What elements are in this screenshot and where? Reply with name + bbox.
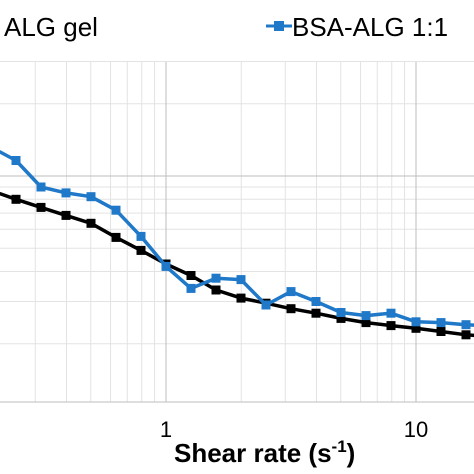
data-point-series-1	[461, 320, 471, 330]
data-point-series-1	[386, 308, 396, 318]
data-point-series-1	[286, 287, 296, 297]
data-point-series-0	[186, 271, 196, 280]
data-point-series-0	[461, 330, 471, 340]
data-point-series-1	[261, 300, 271, 310]
data-point-series-0	[361, 318, 371, 328]
series-line-0	[0, 191, 474, 338]
data-point-series-1	[36, 182, 46, 192]
data-point-series-1	[61, 188, 71, 198]
data-point-series-0	[411, 323, 421, 333]
x-tick-label: 1	[160, 417, 172, 442]
data-point-series-1	[86, 192, 96, 202]
data-point-series-1	[111, 205, 121, 215]
data-point-series-1	[236, 275, 246, 285]
data-point-series-0	[436, 327, 446, 336]
data-point-series-1	[361, 311, 371, 321]
data-point-series-0	[236, 293, 246, 303]
data-point-series-1	[136, 231, 146, 241]
x-axis-label: Shear rate (s-1)	[174, 437, 355, 468]
x-tick-labels: 1 10	[160, 417, 428, 442]
data-point-series-0	[286, 304, 296, 314]
data-point-series-0	[36, 202, 46, 212]
x-axis-label-superscript: -1	[332, 437, 347, 456]
legend-label-bsa-alg: BSA-ALG 1:1	[292, 12, 448, 42]
data-point-series-1	[336, 308, 346, 317]
data-point-series-0	[136, 245, 146, 255]
data-point-series-0	[86, 218, 96, 228]
legend: ALG gel BSA-ALG 1:1	[4, 12, 448, 42]
x-tick-label: 10	[404, 417, 428, 442]
data-point-series-1	[186, 283, 196, 293]
data-point-series-0	[386, 321, 396, 331]
minor-gridlines	[0, 60, 474, 402]
data-point-series-0	[111, 232, 121, 242]
data-point-series-0	[61, 210, 71, 220]
major-gridlines	[0, 62, 474, 403]
legend-label-alg-gel: ALG gel	[4, 12, 98, 42]
plot-series	[0, 149, 474, 340]
data-point-series-1	[436, 318, 446, 328]
data-point-series-0	[311, 308, 321, 318]
legend-marker-bsa-alg	[274, 21, 284, 31]
x-axis-label-close: )	[347, 438, 356, 468]
data-point-series-1	[161, 261, 171, 271]
data-point-series-1	[411, 317, 421, 327]
x-axis-label-main: Shear rate (s	[174, 438, 332, 468]
data-point-series-1	[11, 156, 21, 165]
data-point-series-0	[211, 285, 221, 295]
data-point-series-0	[336, 313, 346, 323]
data-point-series-1	[211, 273, 221, 283]
series-line-1	[0, 149, 474, 327]
data-point-series-0	[11, 194, 21, 204]
data-point-series-1	[311, 297, 321, 306]
